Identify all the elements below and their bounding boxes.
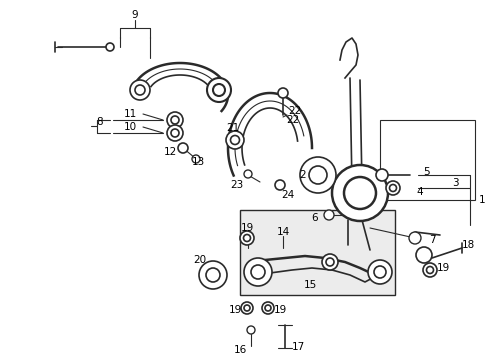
Circle shape — [241, 302, 252, 314]
Circle shape — [422, 263, 436, 277]
Text: 19: 19 — [273, 305, 286, 315]
Text: 19: 19 — [435, 263, 448, 273]
Text: 19: 19 — [240, 223, 253, 233]
Circle shape — [225, 131, 244, 149]
Text: 18: 18 — [461, 240, 474, 250]
Text: 5: 5 — [423, 167, 429, 177]
Circle shape — [324, 210, 333, 220]
Circle shape — [375, 169, 387, 181]
Text: 21: 21 — [226, 123, 239, 133]
Circle shape — [278, 88, 287, 98]
Circle shape — [240, 231, 253, 245]
Text: 12: 12 — [163, 147, 176, 157]
Circle shape — [206, 78, 230, 102]
Circle shape — [244, 258, 271, 286]
Circle shape — [389, 185, 396, 192]
Circle shape — [246, 326, 254, 334]
Circle shape — [106, 43, 114, 51]
Circle shape — [167, 112, 183, 128]
Circle shape — [250, 265, 264, 279]
Text: 20: 20 — [193, 255, 206, 265]
Circle shape — [171, 116, 179, 124]
Circle shape — [321, 254, 337, 270]
Circle shape — [243, 234, 250, 242]
Circle shape — [385, 181, 399, 195]
Circle shape — [367, 260, 391, 284]
Circle shape — [130, 80, 150, 100]
Circle shape — [171, 129, 179, 137]
Text: 13: 13 — [191, 157, 204, 167]
Circle shape — [199, 261, 226, 289]
Text: 10: 10 — [123, 122, 136, 132]
Circle shape — [244, 170, 251, 178]
Text: 2: 2 — [299, 170, 305, 180]
Circle shape — [415, 247, 431, 263]
Circle shape — [213, 84, 224, 96]
Circle shape — [426, 266, 433, 274]
Circle shape — [264, 305, 270, 311]
Bar — [240, 210, 394, 295]
Text: 22: 22 — [286, 115, 299, 125]
Text: 16: 16 — [233, 345, 246, 355]
Circle shape — [373, 266, 385, 278]
Circle shape — [178, 143, 187, 153]
Circle shape — [205, 268, 220, 282]
Text: 17: 17 — [291, 342, 304, 352]
Circle shape — [408, 232, 420, 244]
Circle shape — [331, 165, 387, 221]
Text: 19: 19 — [228, 305, 241, 315]
Text: 3: 3 — [451, 178, 457, 188]
Circle shape — [244, 305, 249, 311]
Text: 1: 1 — [478, 195, 484, 205]
Text: 14: 14 — [276, 227, 289, 237]
Circle shape — [230, 135, 239, 144]
Circle shape — [308, 166, 326, 184]
Circle shape — [325, 258, 333, 266]
Text: 22: 22 — [288, 106, 301, 116]
Text: 11: 11 — [123, 109, 136, 119]
Circle shape — [299, 157, 335, 193]
Text: 8: 8 — [97, 117, 103, 127]
Circle shape — [262, 302, 273, 314]
Text: 4: 4 — [416, 187, 423, 197]
Circle shape — [192, 155, 200, 163]
Circle shape — [343, 177, 375, 209]
Text: 7: 7 — [428, 235, 434, 245]
Text: 23: 23 — [230, 180, 243, 190]
Text: 15: 15 — [303, 280, 316, 290]
Text: 9: 9 — [131, 10, 138, 20]
Text: 6: 6 — [311, 213, 318, 223]
Circle shape — [135, 85, 145, 95]
Bar — [379, 120, 474, 200]
Circle shape — [167, 125, 183, 141]
Text: 24: 24 — [281, 190, 294, 200]
